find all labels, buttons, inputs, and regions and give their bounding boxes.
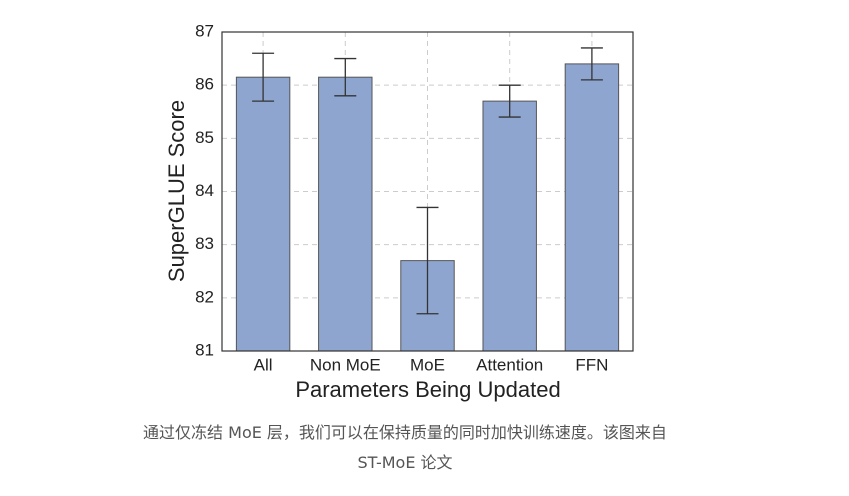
x-axis-label: Parameters Being Updated: [295, 377, 560, 402]
x-tick-label: All: [254, 355, 273, 374]
x-tick-label: MoE: [410, 355, 445, 374]
y-tick-label: 86: [195, 75, 214, 94]
y-axis-label: SuperGLUE Score: [164, 100, 189, 282]
x-tick-label: Attention: [476, 355, 543, 374]
y-tick-label: 82: [195, 287, 214, 306]
bar: [482, 100, 537, 352]
y-tick-label: 84: [195, 181, 214, 200]
y-tick-label: 81: [195, 340, 214, 359]
y-tick-label: 87: [195, 21, 214, 40]
plot-frame: [221, 31, 634, 352]
caption: 通过仅冻结 MoE 层，我们可以在保持质量的同时加快训练速度。该图来自 ST-M…: [143, 423, 667, 472]
y-tick-label: 85: [195, 128, 214, 147]
bar: [235, 76, 291, 352]
bar: [318, 76, 373, 352]
chart: SuperGLUE Score Parameters Being Updated…: [164, 21, 634, 402]
y-tick-label: 83: [195, 234, 214, 253]
x-tick-label: FFN: [575, 355, 608, 374]
x-tick-label: Non MoE: [310, 355, 381, 374]
bar: [564, 63, 620, 352]
